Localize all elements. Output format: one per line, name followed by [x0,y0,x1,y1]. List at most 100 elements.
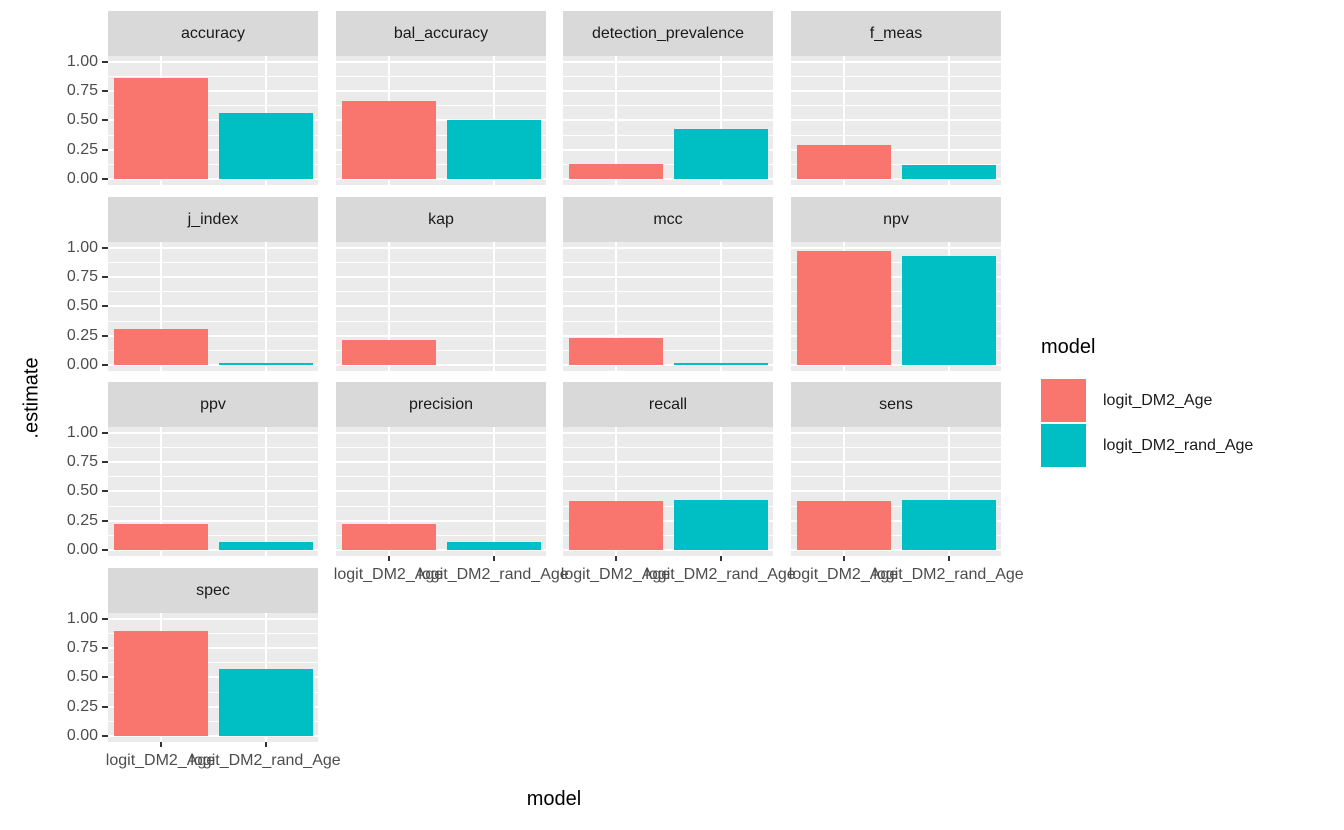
gridline-major [336,60,546,63]
gridline-major [791,364,1001,367]
gridline-major [563,490,773,493]
x-axis-tick-label: logit_DM2_rand_Age [418,566,569,583]
facet-strip-detection_prevalence: detection_prevalence [563,11,773,56]
gridline-minor [336,476,546,478]
gridline-major [791,276,1001,279]
gridline-minor [791,75,1001,77]
facet-panel-npv [791,242,1001,371]
gridline-major [563,461,773,464]
gridline-major-vertical [719,242,722,371]
x-axis-tick-label: logit_DM2_rand_Age [190,752,341,769]
gridline-minor [336,134,546,136]
legend-swatch-logit_DM2_Age [1041,379,1086,422]
y-axis-tick [102,617,108,620]
gridline-major [336,246,546,249]
bar-logit_DM2_Age [113,524,208,551]
x-axis-tick [264,742,267,747]
gridline-major [791,119,1001,122]
gridline-major [791,305,1001,308]
legend-label: logit_DM2_Age [1103,391,1213,409]
gridline-major-vertical [492,427,495,556]
y-axis-tick [102,334,108,337]
facet-panel-precision [336,427,546,556]
gridline-major [108,461,318,464]
facet-panel-mcc [563,242,773,371]
gridline-major [336,364,546,367]
gridline-major [563,90,773,93]
facet-strip-kap: kap [336,197,546,242]
gridline-minor [791,320,1001,322]
y-axis-tick-label: 0.75 [66,268,98,286]
facet-panel-j_index [108,242,318,371]
x-axis-tick [492,556,495,561]
x-axis-tick [387,556,390,561]
gridline-major [791,246,1001,249]
gridline-major [108,119,318,122]
gridline-major [791,431,1001,434]
x-axis-tick-label: logit_DM2_rand_Age [645,566,796,583]
gridline-major [563,246,773,249]
gridline-minor [791,134,1001,136]
gridline-major [336,148,546,151]
gridline-major [108,276,318,279]
x-axis-tick-label: logit_DM2_Age [333,566,444,583]
y-axis-tick-label: 1.00 [66,52,98,70]
gridline-minor [563,75,773,77]
gridline-minor [563,349,773,351]
gridline-minor [108,349,318,351]
bar-logit_DM2_rand_Age [901,499,996,551]
y-axis-tick-label: 0.25 [66,140,98,158]
gridline-major-vertical [387,242,390,371]
facet-strip-precision: precision [336,382,546,427]
gridline-major-vertical [264,242,267,371]
y-axis-tick-label: 0.25 [66,326,98,344]
x-axis-tick-label: logit_DM2_Age [560,566,671,583]
bar-logit_DM2_rand_Age [673,363,768,366]
gridline-major [791,334,1001,337]
y-axis-tick-label: 1.00 [66,609,98,627]
gridline-minor [791,163,1001,165]
y-axis-tick [102,431,108,434]
y-axis-tick [102,246,108,249]
x-axis-title: model [526,788,582,810]
gridline-major [336,178,546,181]
y-axis-tick-label: 0.50 [66,482,98,500]
gridline-minor [108,291,318,293]
bar-logit_DM2_Age [341,340,436,366]
gridline-major-vertical [159,427,162,556]
gridline-major [108,334,318,337]
gridline-major-vertical [842,427,845,556]
gridline-major [563,305,773,308]
y-axis-tick [102,705,108,708]
gridline-major [336,519,546,522]
facet-panel-spec [108,613,318,742]
facet-panel-f_meas [791,56,1001,185]
gridline-minor [108,75,318,77]
facet-strip-ppv: ppv [108,382,318,427]
gridline-major [563,178,773,181]
y-axis-tick-label: 1.00 [66,238,98,256]
y-axis-tick [102,364,108,367]
gridline-major [108,676,318,679]
gridline-major-vertical [264,427,267,556]
gridline-major [791,549,1001,552]
gridline-minor [791,476,1001,478]
gridline-major [563,519,773,522]
legend-title: model [1041,336,1096,358]
gridline-major [108,364,318,367]
gridline-major-vertical [492,242,495,371]
bar-logit_DM2_Age [113,630,208,737]
gridline-minor [108,505,318,507]
gridline-minor [108,261,318,263]
gridline-major [336,119,546,122]
gridline-major [791,148,1001,151]
y-axis-tick-label: 1.00 [66,423,98,441]
gridline-major [563,276,773,279]
gridline-major [108,617,318,620]
facet-panel-ppv [108,427,318,556]
gridline-major [108,246,318,249]
gridline-major-vertical [159,242,162,371]
facet-strip-accuracy: accuracy [108,11,318,56]
gridline-minor [336,105,546,107]
